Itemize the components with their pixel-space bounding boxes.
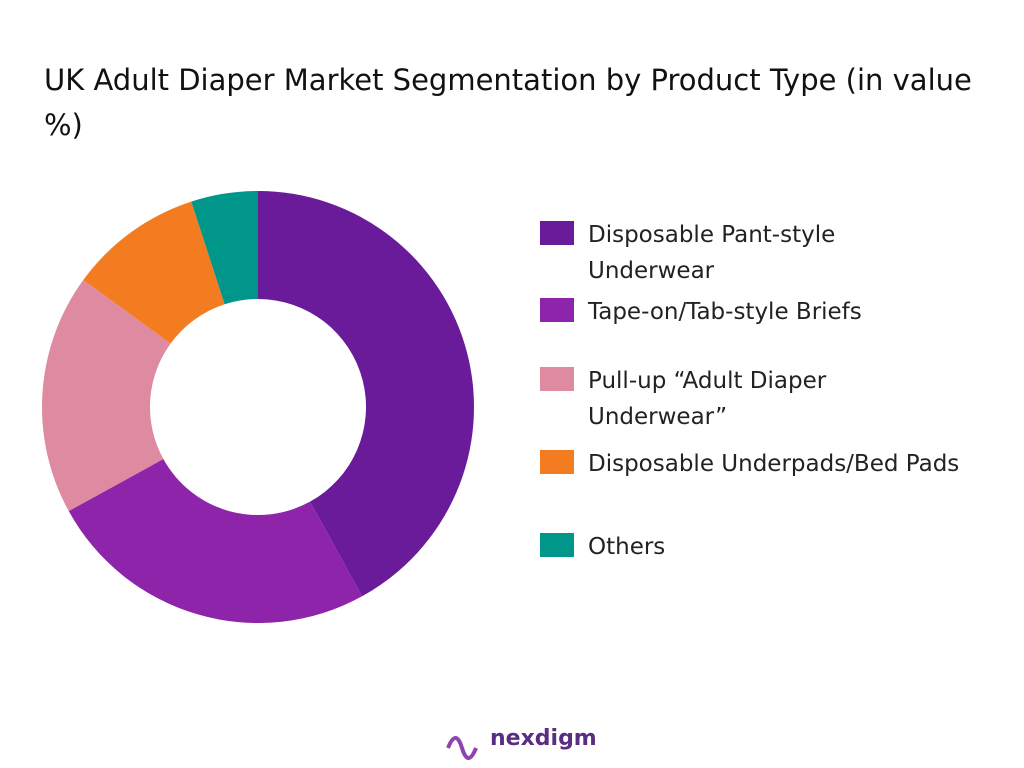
legend-item: Pull-up “Adult Diaper Underwear” [540,363,940,435]
legend-item: Disposable Underpads/Bed Pads [540,446,959,482]
donut-segment [258,190,475,597]
legend-label: Tape-on/Tab-style Briefs [588,299,862,325]
legend-label: Others [588,534,666,560]
legend-swatch [540,450,574,474]
legend-swatch [540,298,574,322]
legend-label: Pull-up “Adult Diaper Underwear” [588,368,827,430]
brand: nexdigm [490,726,597,751]
legend-swatch [540,367,574,391]
legend-item: Others [540,529,940,565]
legend-swatch [540,221,574,245]
donut-segment [41,280,171,512]
donut-segment [83,201,225,344]
logo-icon [446,736,478,760]
chart-title: UK Adult Diaper Market Segmentation by P… [44,63,972,142]
legend-label: Disposable Underpads/Bed Pads [588,451,960,477]
donut-segment [68,459,363,624]
legend-item: Disposable Pant-style Underwear [540,217,940,289]
legend-label: Disposable Pant-style Underwear [588,222,836,284]
legend-swatch [540,533,574,557]
legend-item: Tape-on/Tab-style Briefs [540,294,940,330]
donut-segment [191,191,258,305]
